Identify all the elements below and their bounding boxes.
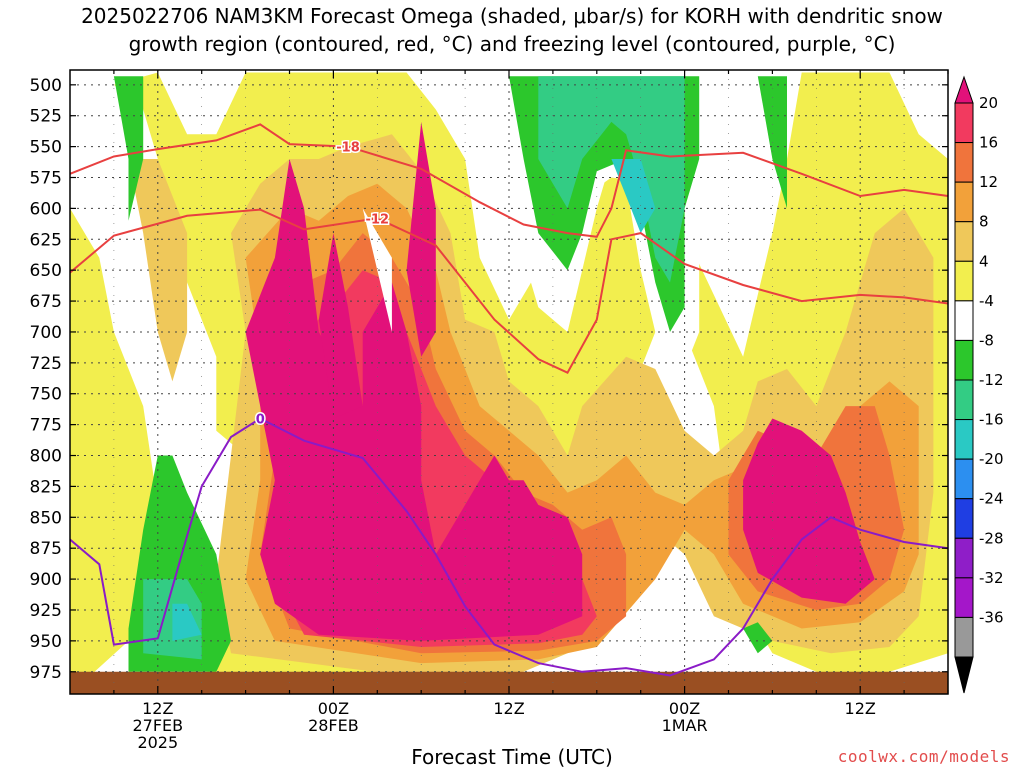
colorbar-label: 20 — [979, 94, 998, 112]
colorbar-label: 16 — [979, 134, 998, 152]
colorbar-swatch — [954, 181, 974, 223]
y-tick-label: 575 — [30, 169, 62, 189]
credit-link[interactable]: coolwx.com/models — [837, 747, 1010, 766]
x-tick-label: 27FEB — [132, 716, 183, 735]
colorbar-swatch — [954, 339, 974, 381]
contour-label: -12 — [366, 212, 390, 227]
chart-title-line-2: growth region (contoured, red, °C) and f… — [128, 32, 896, 56]
y-tick-label: 550 — [30, 138, 62, 158]
colorbar-swatch — [954, 616, 974, 658]
y-tick-label: 525 — [30, 107, 62, 127]
x-tick-label: 12Z — [493, 699, 524, 718]
colorbar-label: 4 — [979, 252, 989, 270]
y-tick-label: 925 — [30, 601, 62, 621]
y-tick-label: 675 — [30, 292, 62, 312]
contour-label: 0 — [256, 412, 265, 427]
x-tick-label: 1MAR — [662, 716, 708, 735]
omega-core-magenta — [245, 159, 583, 641]
colorbar-swatch — [954, 379, 974, 421]
omega-band-neg8 — [743, 622, 773, 654]
omega-band-neg16 — [172, 603, 202, 641]
colorbar-swatch — [954, 458, 974, 500]
omega-band-neg8 — [113, 76, 144, 221]
x-tick-label: 28FEB — [308, 716, 359, 735]
y-tick-label: 850 — [30, 508, 62, 528]
y-tick-label: 800 — [30, 447, 62, 467]
colorbar-label: -20 — [979, 450, 1004, 468]
terrain-surface — [70, 671, 948, 694]
colorbar-swatch — [954, 300, 974, 341]
y-tick-label: 700 — [30, 323, 62, 343]
y-tick-label: 950 — [30, 632, 62, 652]
y-tick-label: 600 — [30, 199, 62, 219]
contour-line--18 — [69, 123, 949, 238]
colorbar-swatch — [954, 260, 974, 302]
colorbar-bottom-triangle — [954, 656, 974, 694]
y-tick-label: 975 — [30, 663, 62, 683]
chart-title-line-1: 2025022706 NAM3KM Forecast Omega (shaded… — [81, 4, 943, 28]
colorbar-label: -8 — [979, 331, 994, 349]
colorbar-label: -12 — [979, 371, 1004, 389]
x-axis-label: Forecast Time (UTC) — [411, 745, 613, 769]
x-tick-label: 12Z — [142, 699, 173, 718]
colorbar-swatch — [954, 498, 974, 539]
colorbar-swatch — [954, 102, 974, 144]
y-tick-label: 900 — [30, 570, 62, 590]
omega-band-neg4 — [362, 208, 392, 332]
contour-line--12 — [69, 208, 949, 375]
colorbar-swatch — [954, 537, 974, 579]
y-tick-label: 500 — [30, 76, 62, 96]
y-tick-label: 825 — [30, 477, 62, 497]
x-tick-label: 00Z — [318, 699, 349, 718]
colorbar-label: -4 — [979, 292, 994, 310]
y-tick-label: 625 — [30, 230, 62, 250]
x-tick-label: 12Z — [845, 699, 876, 718]
y-tick-label: 875 — [30, 539, 62, 559]
omega-band-8 — [128, 159, 188, 382]
contour-line-0 — [69, 417, 949, 677]
colorbar-swatch — [954, 419, 974, 460]
colorbar-label: -32 — [979, 569, 1004, 587]
colorbar-label: 8 — [979, 213, 989, 231]
omega-band-neg12 — [538, 76, 685, 283]
y-tick-label: 725 — [30, 354, 62, 374]
colorbar-swatch — [954, 221, 974, 262]
grid-lines — [70, 70, 948, 694]
contour-label: -18 — [336, 141, 360, 156]
colorbar-label: -36 — [979, 608, 1004, 626]
colorbar-swatch — [954, 142, 974, 183]
colorbar-label: -28 — [979, 529, 1004, 547]
colorbar-label: 12 — [979, 173, 998, 191]
y-tick-label: 775 — [30, 416, 62, 436]
y-tick-label: 750 — [30, 385, 62, 405]
y-tick-label: 650 — [30, 261, 62, 281]
omega-core-magenta — [318, 233, 363, 419]
omega-core-magenta — [743, 418, 875, 604]
colorbar-label: -16 — [979, 411, 1004, 429]
colorbar-swatch — [954, 577, 974, 618]
omega-band-4 — [70, 208, 158, 694]
x-tick-label: 2025 — [137, 733, 178, 752]
x-tick-label: 00Z — [669, 699, 700, 718]
colorbar-top-triangle — [954, 75, 974, 104]
colorbar-label: -24 — [979, 490, 1004, 508]
